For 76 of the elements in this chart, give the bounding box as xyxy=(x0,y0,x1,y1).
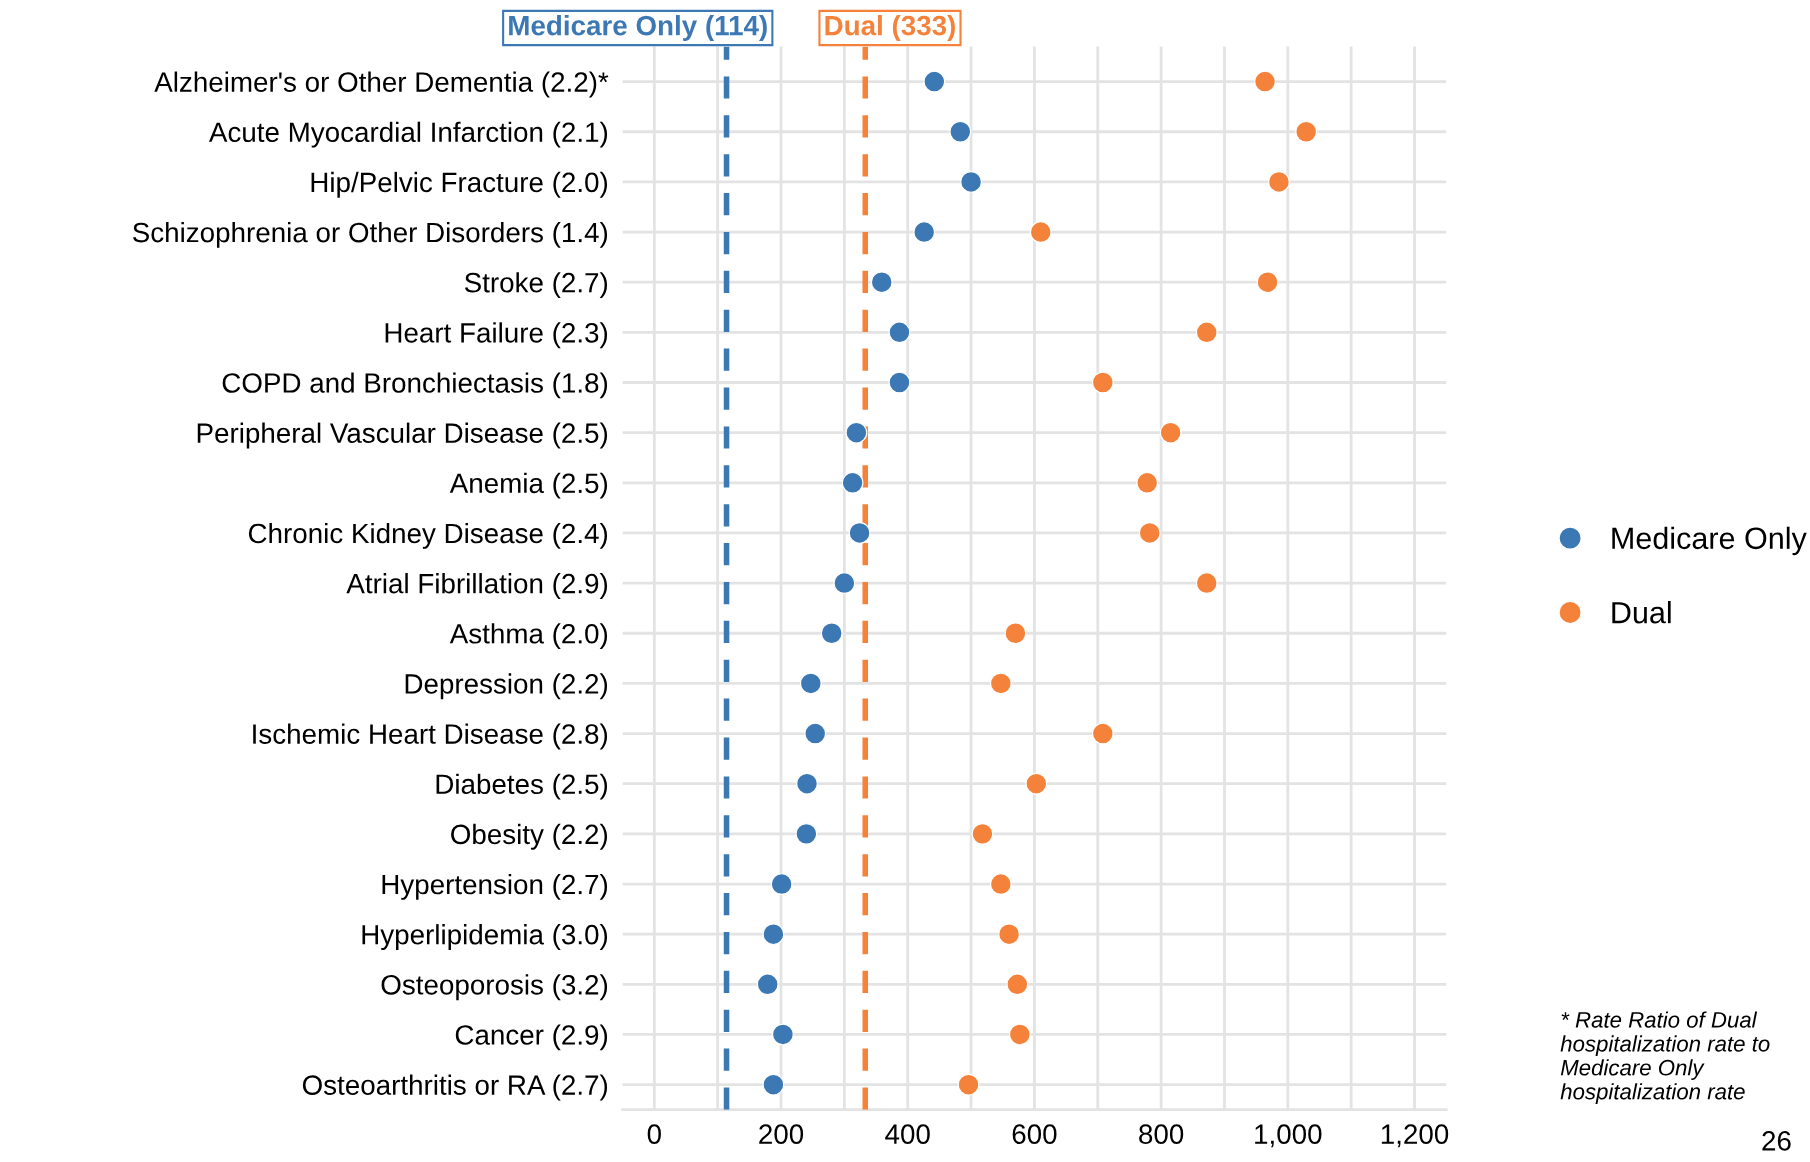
y-tick-label: Acute Myocardial Infarction (2.1) xyxy=(208,121,608,148)
text: * Rate Ratio of Dual hospitalization rate to Medicare Only hospitalization rate xyxy=(1560,1011,1770,1104)
y-tick-label: Asthma (2.0) xyxy=(449,623,608,650)
x-tick-label: 600 xyxy=(1012,1124,1057,1144)
point xyxy=(888,371,911,394)
point xyxy=(1195,572,1218,594)
point xyxy=(804,722,827,745)
point xyxy=(1136,471,1159,494)
point xyxy=(841,471,864,494)
point xyxy=(960,171,982,193)
point xyxy=(1029,221,1052,243)
y-tick-label: COPD and Bronchiectasis (1.8) xyxy=(222,372,608,399)
point xyxy=(949,120,972,143)
y-tick-label: Chronic Kidney Disease (2.4) xyxy=(248,522,608,549)
y-tick-label: Ischemic Heart Disease (2.8) xyxy=(253,723,608,750)
point xyxy=(762,1073,785,1096)
y-tick-label: Obesity (2.2) xyxy=(451,823,608,850)
y-tick-label: Hip/Pelvic Fracture (2.0) xyxy=(311,171,608,198)
point xyxy=(1006,973,1029,996)
point xyxy=(772,1023,794,1046)
point xyxy=(913,221,936,243)
legend-label: Dual xyxy=(1612,601,1671,624)
y-tick-label: Depression (2.2) xyxy=(405,673,608,700)
y-tick-label: Alzheimer's or Other Dementia (2.2)* xyxy=(154,71,609,98)
y-tick-label: Hypertension (2.7) xyxy=(382,873,608,900)
point xyxy=(833,572,856,594)
point xyxy=(1025,772,1048,795)
y-tick-label: Hyperlipidemia (3.0) xyxy=(362,924,608,951)
point xyxy=(998,923,1020,946)
point xyxy=(1254,70,1276,93)
point xyxy=(770,873,793,895)
point xyxy=(796,772,818,795)
x-tick-label: 400 xyxy=(885,1124,930,1144)
point xyxy=(971,823,994,845)
text: 1,200 xyxy=(1381,1124,1449,1148)
point xyxy=(923,70,946,93)
x-tick-label: 800 xyxy=(1139,1124,1184,1144)
point xyxy=(1004,622,1027,645)
point xyxy=(989,873,1012,895)
point xyxy=(1091,371,1114,394)
point xyxy=(1268,171,1290,193)
point xyxy=(870,271,893,294)
point xyxy=(1195,321,1218,344)
point xyxy=(762,923,785,946)
y-tick-label: Cancer (2.9) xyxy=(455,1024,608,1051)
text: 26 xyxy=(1762,1131,1791,1151)
x-tick-label: 0 xyxy=(647,1124,661,1144)
x-tick-label: 200 xyxy=(759,1124,804,1144)
point xyxy=(1159,421,1182,444)
y-tick-label: Schizophrenia or Other Disorders (1.4) xyxy=(133,221,608,248)
point xyxy=(1256,271,1279,294)
y-tick-label: Stroke (2.7) xyxy=(464,272,608,299)
point xyxy=(845,421,868,444)
text: 1,000 xyxy=(1255,1124,1322,1148)
y-tick-label: Peripheral Vascular Disease (2.5) xyxy=(197,422,608,449)
point xyxy=(1008,1023,1031,1046)
point xyxy=(888,321,911,344)
y-tick-label: Heart Failure (2.3) xyxy=(385,322,608,349)
point xyxy=(1295,120,1318,143)
point xyxy=(1091,722,1114,745)
point xyxy=(820,622,843,645)
point xyxy=(848,522,871,544)
legend-label: Medicare Only xyxy=(1612,526,1807,556)
ref-line-label: Dual (333) xyxy=(825,15,955,41)
y-tick-label: Diabetes (2.5) xyxy=(436,773,608,800)
point xyxy=(799,672,822,695)
y-tick-label: Anemia (2.5) xyxy=(449,472,608,499)
y-tick-label: Osteoarthritis or RA (2.7) xyxy=(302,1074,608,1101)
point xyxy=(989,672,1012,695)
point xyxy=(1138,522,1161,544)
ref-line-label: Medicare Only (114) xyxy=(509,15,767,41)
point xyxy=(957,1073,980,1096)
y-tick-label: Osteoporosis (3.2) xyxy=(381,974,608,1001)
y-tick-label: Atrial Fibrillation (2.9) xyxy=(346,573,608,599)
point xyxy=(795,823,818,845)
point xyxy=(756,973,779,996)
